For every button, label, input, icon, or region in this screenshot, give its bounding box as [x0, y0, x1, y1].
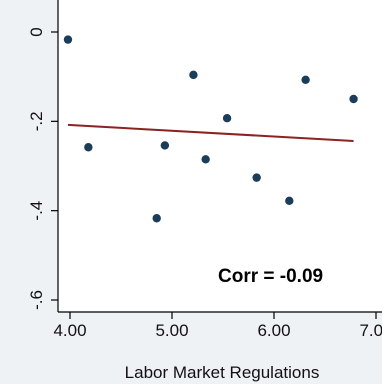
x-tick-label: 4.00 — [53, 321, 86, 340]
plot-area — [58, 0, 382, 312]
y-axis-ticks: 0 -.2 -.4 -.6 — [27, 27, 58, 310]
x-tick-label: 5.00 — [155, 321, 188, 340]
y-tick-label: -.4 — [27, 201, 46, 221]
fit-line — [67, 123, 354, 142]
data-point — [349, 94, 358, 104]
x-tick-label: 6.00 — [257, 321, 290, 340]
data-point — [152, 214, 161, 223]
data-points — [63, 35, 358, 223]
y-tick-label: -.2 — [27, 111, 46, 131]
data-point — [63, 35, 73, 44]
y-tick-label: -.6 — [27, 290, 46, 310]
data-point — [189, 70, 198, 80]
data-point — [285, 196, 294, 206]
correlation-annotation: Corr = -0.09 — [218, 266, 323, 287]
y-tick-label: 0 — [27, 27, 46, 36]
data-point — [252, 173, 261, 182]
x-axis-title: Labor Market Regulations — [125, 363, 320, 382]
x-tick-label: 7.00 — [359, 321, 382, 340]
data-point — [301, 75, 310, 84]
data-point — [84, 143, 93, 152]
data-point — [222, 114, 232, 123]
data-point — [160, 141, 170, 150]
data-point — [201, 155, 210, 164]
x-axis-ticks: 4.00 5.00 6.00 7.00 — [53, 312, 382, 340]
